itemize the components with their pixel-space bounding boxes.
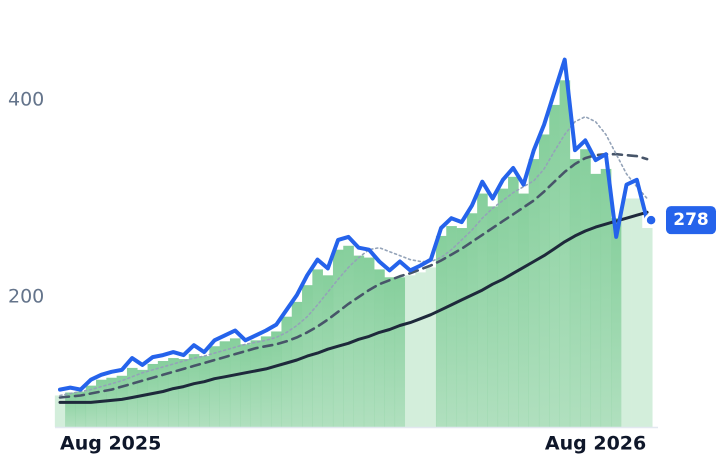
bar bbox=[250, 340, 262, 427]
x-tick-label: Aug 2026 bbox=[545, 433, 646, 455]
bar bbox=[466, 213, 478, 427]
bar bbox=[157, 361, 169, 427]
bar bbox=[497, 188, 509, 427]
bar bbox=[456, 228, 468, 427]
value-badge bbox=[666, 206, 716, 235]
bar bbox=[446, 226, 457, 427]
bar bbox=[363, 257, 375, 427]
bar bbox=[116, 375, 128, 427]
bar bbox=[168, 358, 179, 427]
bar bbox=[611, 218, 622, 427]
bar bbox=[559, 80, 571, 427]
bar bbox=[538, 134, 550, 427]
bar bbox=[260, 336, 272, 427]
bar bbox=[106, 377, 117, 427]
bar bbox=[75, 391, 87, 427]
bar bbox=[487, 206, 499, 427]
series-line bbox=[58, 152, 649, 399]
bar bbox=[374, 269, 385, 427]
bar bbox=[229, 338, 241, 427]
series-line bbox=[59, 115, 648, 397]
bar bbox=[590, 173, 602, 427]
bar bbox=[322, 275, 334, 427]
bar bbox=[343, 245, 354, 427]
bar bbox=[54, 395, 66, 427]
bar bbox=[641, 228, 653, 427]
bar bbox=[353, 255, 365, 427]
bar bbox=[178, 359, 190, 427]
x-tick-label: Aug 2025 bbox=[60, 433, 161, 455]
bar bbox=[85, 385, 97, 427]
bar bbox=[209, 346, 220, 427]
bar bbox=[137, 369, 148, 427]
bar bbox=[394, 277, 406, 427]
bar bbox=[188, 354, 200, 427]
value-label: 278 bbox=[673, 210, 709, 230]
series-line bbox=[58, 210, 649, 404]
bar bbox=[312, 269, 323, 427]
bar bbox=[65, 392, 76, 427]
bar bbox=[415, 272, 426, 427]
bar bbox=[435, 235, 447, 427]
y-tick-label: 400 bbox=[8, 88, 44, 110]
bar bbox=[518, 193, 529, 427]
bar bbox=[199, 356, 210, 427]
bar bbox=[384, 277, 396, 427]
bar bbox=[631, 198, 643, 427]
bars bbox=[54, 80, 653, 428]
bar bbox=[569, 159, 581, 427]
lines bbox=[58, 57, 650, 404]
bar bbox=[425, 267, 437, 427]
bar bbox=[580, 149, 591, 428]
series-line bbox=[58, 57, 650, 392]
bar bbox=[508, 176, 519, 427]
bar bbox=[528, 159, 540, 427]
bar bbox=[600, 168, 612, 427]
bar bbox=[291, 301, 303, 427]
bar bbox=[96, 379, 107, 427]
overlay: 278 bbox=[644, 206, 716, 235]
bar bbox=[271, 331, 282, 427]
bar bbox=[621, 198, 632, 427]
bar bbox=[281, 316, 293, 427]
last-point bbox=[644, 213, 658, 227]
bar bbox=[405, 275, 416, 427]
bar bbox=[240, 344, 251, 427]
bar bbox=[477, 193, 488, 427]
bar bbox=[549, 104, 560, 427]
bar bbox=[219, 341, 231, 427]
bar bbox=[147, 363, 159, 427]
bar bbox=[332, 249, 344, 427]
y-tick-label: 200 bbox=[8, 285, 44, 307]
